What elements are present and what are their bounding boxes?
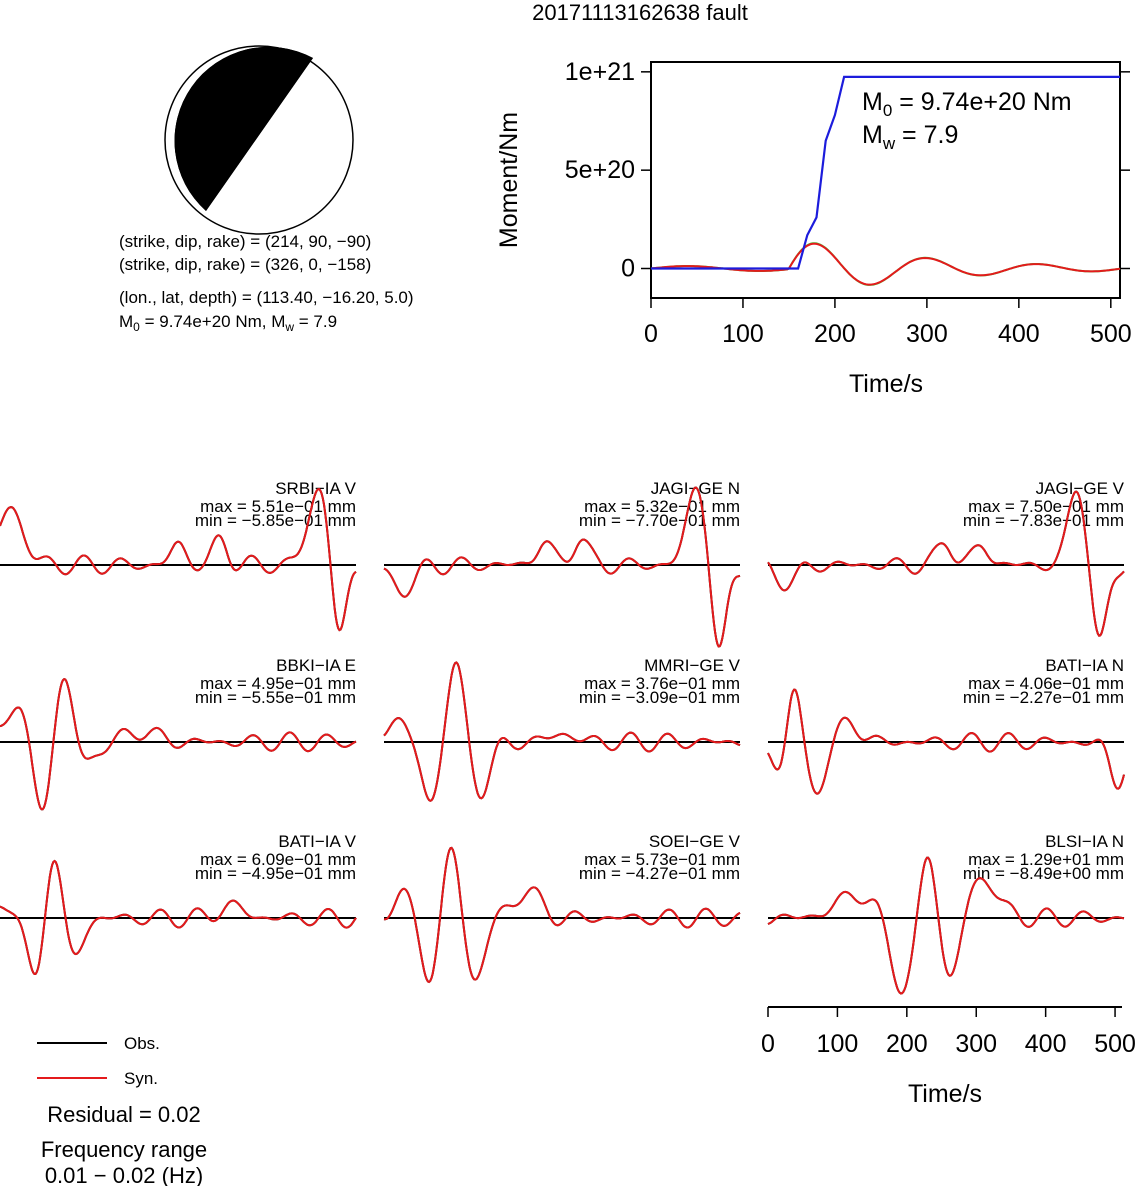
legend-syn-label: Syn. [124, 1069, 158, 1088]
moment-curves [650, 75, 1121, 286]
moment-xtick-label: 300 [906, 320, 948, 348]
beachball [164, 45, 354, 235]
waveform-time-axis: Time/s 0 100 200 300 400 500 [761, 1006, 1136, 1108]
moment-red-series [650, 242, 1121, 286]
station-name: BBKI−IA E [276, 656, 356, 675]
station-min: min = −5.55e−01 mm [195, 688, 356, 707]
mechanism-line-2: (strike, dip, rake) = (326, 0, −158) [119, 255, 371, 274]
waveform-xtick-label: 200 [886, 1030, 928, 1058]
waveform-xtick-label: 500 [1094, 1030, 1136, 1058]
syn-trace [767, 856, 1125, 995]
station-min: min = −4.95e−01 mm [195, 864, 356, 883]
moment-cumulative-series [651, 75, 1120, 270]
station-name: MMRI−GE V [644, 656, 741, 675]
frequency-range-value: 0.01 − 0.02 (Hz) [45, 1163, 203, 1186]
station-name: JAGI−GE V [1036, 479, 1125, 498]
moment-annotation-mw: Mw = 7.9 [862, 121, 958, 153]
waveform-xtick-label: 100 [817, 1030, 859, 1058]
mechanism-line-1: (strike, dip, rake) = (214, 90, −90) [119, 232, 371, 251]
syn-trace [767, 490, 1125, 637]
station-name: BATI−IA N [1045, 656, 1124, 675]
syn-trace [383, 486, 741, 648]
station-name: SOEI−GE V [649, 832, 741, 851]
moment-plot: 0 5e+20 1e+21 0 100 200 300 400 500 Moment/Nm Ti… [495, 58, 1132, 398]
waveform-xlabel: Time/s [908, 1080, 982, 1108]
moment-xtick-label: 100 [722, 320, 764, 348]
syn-trace [767, 688, 1125, 795]
station-min: min = −2.27e−01 mm [963, 688, 1124, 707]
moment-xtick-label: 200 [814, 320, 856, 348]
moment-ytick-label: 0 [621, 255, 635, 283]
syn-trace [0, 488, 357, 632]
station-max: max = 5.73e−01 mm [584, 850, 740, 869]
station-min: min = −5.85e−01 mm [195, 511, 356, 530]
waveform-xtick-label: 400 [1025, 1030, 1067, 1058]
moment-ylabel: Moment/Nm [495, 112, 523, 248]
figure-title: 20171113162638 fault [532, 0, 748, 25]
station-max: max = 4.06e−01 mm [968, 674, 1124, 693]
beachball-fill [174, 46, 313, 211]
station-max: max = 5.51e−01 mm [200, 497, 356, 516]
moment-ytick-label: 5e+20 [565, 156, 635, 184]
station-max: max = 6.09e−01 mm [200, 850, 356, 869]
syn-trace [383, 846, 741, 984]
mechanism-line-4: M0 = 9.74e+20 Nm, Mw = 7.9 [119, 312, 337, 334]
station-name: SRBI−IA V [275, 479, 356, 498]
waveform-xtick-label: 0 [761, 1030, 775, 1058]
mechanism-line-3: (lon., lat, depth) = (113.40, −16.20, 5.… [119, 288, 414, 307]
station-min: min = −3.09e−01 mm [579, 688, 740, 707]
station-name: BATI−IA V [278, 832, 356, 851]
station-name: BLSI−IA N [1045, 832, 1124, 851]
moment-xtick-label: 400 [998, 320, 1040, 348]
legend: Obs. Syn. Residual = 0.02 Frequency rang… [37, 1034, 207, 1188]
moment-ytick-label: 1e+21 [565, 58, 635, 86]
syn-trace [383, 661, 741, 802]
station-min: min = −7.70e−01 mm [579, 511, 740, 530]
syn-trace [0, 859, 357, 976]
moment-annotation-m0: M0 = 9.74e+20 Nm [862, 88, 1072, 120]
station-max: max = 3.76e−01 mm [584, 674, 740, 693]
moment-axes: 0 5e+20 1e+21 0 100 200 300 400 500 [565, 58, 1132, 348]
station-max: max = 4.95e−01 mm [200, 674, 356, 693]
waveform-xtick-label: 300 [955, 1030, 997, 1058]
moment-plot-frame [650, 61, 1121, 299]
syn-trace [0, 677, 357, 811]
station-min: min = −4.27e−01 mm [579, 864, 740, 883]
station-min: min = −8.49e+00 mm [963, 864, 1124, 883]
legend-obs-label: Obs. [124, 1034, 160, 1053]
moment-xtick-label: 500 [1090, 320, 1132, 348]
residual-text: Residual = 0.02 [47, 1102, 201, 1127]
station-min: min = −7.83e−01 mm [963, 511, 1124, 530]
station-max: max = 7.50e−01 mm [968, 497, 1124, 516]
mechanism-info: (strike, dip, rake) = (214, 90, −90) (st… [119, 232, 414, 334]
moment-xlabel: Time/s [849, 370, 923, 398]
frequency-range-label: Frequency range [41, 1137, 207, 1162]
moment-xtick-label: 0 [644, 320, 658, 348]
station-max: max = 1.29e+01 mm [968, 850, 1124, 869]
